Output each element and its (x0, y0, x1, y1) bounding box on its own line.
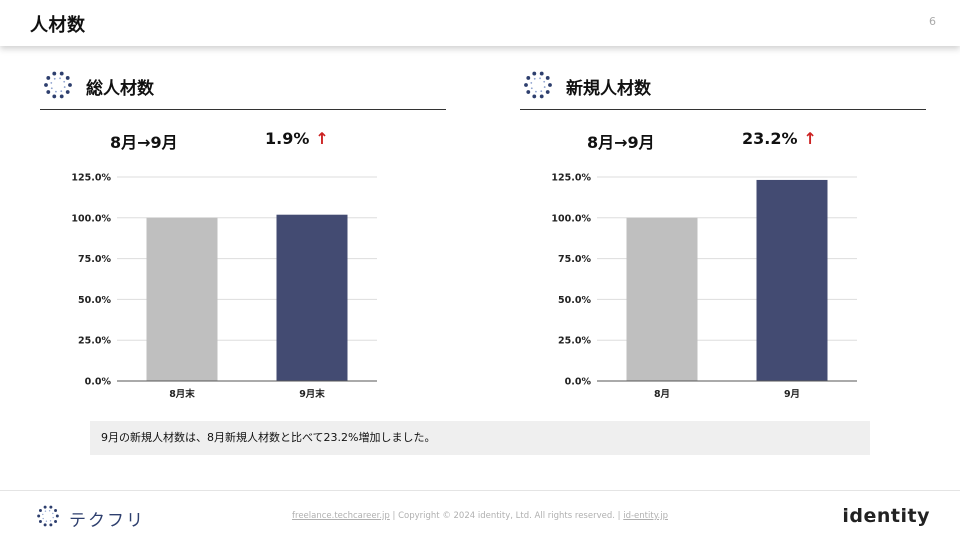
y-tick-label: 50.0% (558, 295, 591, 306)
up-arrow-icon: ↑ (803, 129, 817, 148)
summary-period: 8月→9月 (587, 133, 655, 152)
summary-value: 1.9% (265, 129, 310, 148)
panel-title: 総人材数 (86, 79, 154, 99)
dot-circle-logo-icon (44, 71, 72, 99)
y-tick-label: 75.0% (78, 254, 111, 265)
summary-change: 1.9% ↑ (265, 129, 329, 148)
y-tick-label: 100.0% (71, 213, 111, 224)
up-arrow-icon: ↑ (315, 129, 329, 148)
summary-change: 23.2% ↑ (742, 129, 817, 148)
dot-circle-logo-icon (37, 505, 59, 527)
x-tick-label: 8月末 (169, 388, 195, 400)
summary-period: 8月→9月 (110, 133, 178, 152)
slide-header: 人材数 6 (0, 0, 960, 46)
page-number: 6 (929, 15, 936, 28)
panel-total-talent: 総人材数 8月→9月 1.9% ↑ 0.0% 25.0% 50.0% 75.0% 100.… (40, 60, 446, 400)
panel-new-talent: 新規人材数 8月→9月 23.2% ↑ 0.0% 25.0% 50.0% 75.0% 10… (520, 60, 926, 400)
x-tick-label: 9月 (784, 389, 800, 400)
panel-heading: 総人材数 (40, 60, 446, 110)
footer-link-techcareer[interactable]: freelance.techcareer.jp (292, 511, 390, 521)
copyright-text: Copyright © 2024 identity, Ltd. All righ… (398, 511, 615, 521)
page-title: 人材数 (30, 15, 86, 36)
logo-text: テクフリ (69, 511, 145, 531)
y-tick-label: 0.0% (85, 377, 112, 388)
y-tick-label: 0.0% (565, 377, 592, 388)
footer-link-identity[interactable]: id-entity.jp (623, 511, 668, 521)
x-tick-label: 8月 (654, 389, 670, 400)
identity-brand-logo: identity (842, 505, 930, 527)
footer-copyright: freelance.techcareer.jp | Copyright © 20… (0, 511, 960, 521)
y-tick-label: 125.0% (551, 173, 591, 184)
bar-9月末 (276, 214, 348, 381)
panel-heading: 新規人材数 (520, 60, 926, 110)
bar-8月末 (146, 217, 218, 381)
panel-title: 新規人材数 (566, 79, 651, 99)
y-tick-label: 25.0% (78, 336, 111, 347)
bar-chart-total: 0.0% 25.0% 50.0% 75.0% 100.0% 125.0% 8月末 9月末 (71, 173, 377, 400)
footer-divider (0, 490, 960, 491)
y-tick-label: 25.0% (558, 336, 591, 347)
summary-value: 23.2% (742, 129, 798, 148)
y-tick-label: 100.0% (551, 213, 591, 224)
bar-8月 (626, 217, 698, 381)
note-box: 9月の新規人材数は、8月新規人材数と比べて23.2%増加しました。 (90, 421, 870, 455)
bar-chart-new: 0.0% 25.0% 50.0% 75.0% 100.0% 125.0% 8月 9月 (551, 173, 857, 400)
dot-circle-logo-icon (524, 71, 552, 99)
bar-9月 (756, 179, 828, 381)
y-tick-label: 75.0% (558, 254, 591, 265)
footer-separator: | (392, 511, 396, 521)
x-tick-label: 9月末 (299, 388, 325, 400)
footer-separator: | (617, 511, 621, 521)
y-tick-label: 50.0% (78, 295, 111, 306)
y-tick-label: 125.0% (71, 173, 111, 184)
